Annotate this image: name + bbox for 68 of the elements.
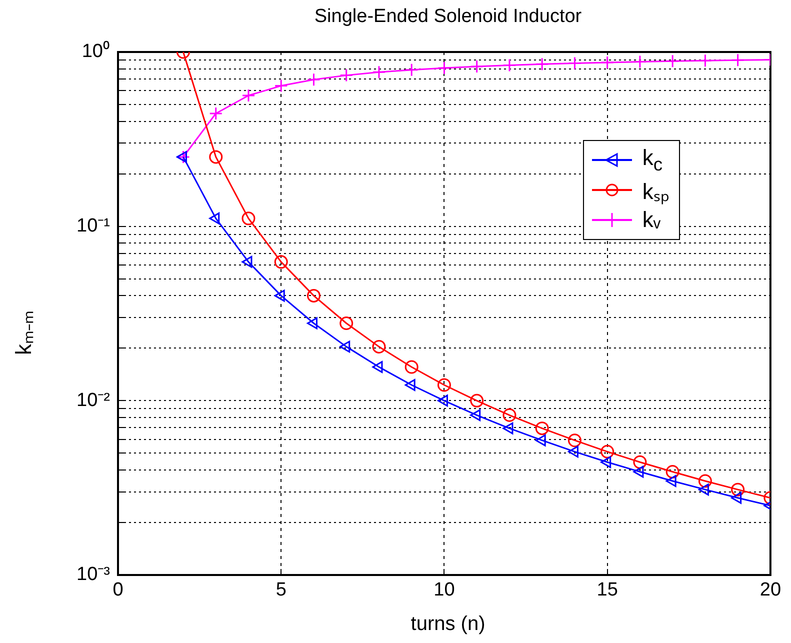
point [306,317,318,330]
point [209,212,220,224]
x-tick-label: 10 [434,580,455,601]
legend-label: kₛₚ [642,178,670,205]
point [502,422,514,434]
x-tick-label: 5 [276,580,286,601]
point [502,58,516,72]
point [340,316,354,330]
legend-label: kᵥ [642,207,660,233]
point [242,88,256,102]
y-axis-title: kₘ₋ₘ [10,310,37,357]
point [209,150,223,164]
point [731,492,742,504]
point [340,68,354,82]
point [209,106,223,120]
point [437,378,451,392]
point [633,455,647,469]
point [372,361,383,373]
point [176,151,187,163]
point [274,255,288,269]
point [306,72,320,86]
point [600,456,612,468]
y-tick-label: 10⁻¹ [76,216,110,237]
point [176,150,190,164]
point [666,54,680,68]
point [470,394,484,408]
point [600,56,614,70]
point [274,290,285,302]
point [698,484,709,496]
point [633,55,647,69]
point [731,53,745,67]
point [437,61,451,75]
point [698,474,712,488]
point [372,65,386,79]
point [340,340,350,353]
x-axis-title: turns (n) [410,613,486,636]
point [242,256,252,268]
x-tick-label: 0 [112,580,124,601]
point [568,446,578,458]
y-tick-label: 10⁻³ [76,564,110,586]
point [600,444,614,458]
point [666,465,680,479]
point [470,60,484,74]
point [470,409,481,422]
point [568,434,582,448]
point [404,63,418,77]
legend-label: k$_{c}$ [642,144,663,176]
point [404,379,416,391]
point [372,340,386,354]
point [698,54,712,68]
point [731,482,745,496]
point [633,466,644,478]
point [502,408,516,422]
point [404,360,418,374]
y-tick-label: 10⁰ [82,40,110,62]
point [437,394,448,407]
point [535,57,549,71]
chart-title: Single-Ended Solenoid Inductor [313,6,583,28]
point [535,434,546,446]
point [274,79,288,93]
point [568,56,582,70]
point [306,288,320,302]
y-tick-label: 10⁻² [76,390,110,411]
point [535,422,549,436]
x-tick-label: 15 [596,580,618,601]
x-tick-label: 20 [760,580,782,601]
point [666,475,676,487]
point [242,212,256,226]
